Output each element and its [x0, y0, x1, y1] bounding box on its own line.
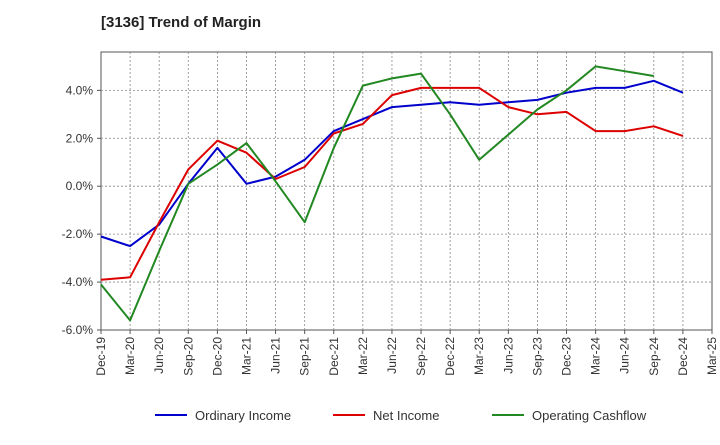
legend-label: Net Income [373, 408, 439, 423]
y-tick-label: -4.0% [62, 275, 94, 289]
x-tick-label: Dec-20 [210, 337, 224, 376]
x-tick-label: Dec-19 [94, 337, 108, 376]
plot-area [100, 51, 713, 331]
x-tick-label: Sep-23 [530, 337, 544, 376]
x-tick-label: Mar-23 [472, 337, 486, 375]
series-line-net-income [100, 86, 684, 281]
x-tick-label: Jun-23 [501, 337, 515, 374]
x-tick-label: Jun-20 [152, 337, 166, 374]
series-line-ordinary-income [100, 79, 684, 248]
y-tick-label: 4.0% [66, 83, 94, 97]
x-tick-label: Dec-21 [327, 337, 341, 376]
x-tick-label: Sep-21 [298, 337, 312, 376]
y-tick-label: 0.0% [66, 179, 94, 193]
x-tick-label: Mar-20 [123, 337, 137, 375]
x-tick-label: Jun-21 [269, 337, 283, 374]
x-tick-label: Sep-20 [181, 337, 195, 376]
x-tick-label: Mar-22 [356, 337, 370, 375]
y-tick-label: -6.0% [62, 323, 94, 337]
x-tick-label: Mar-25 [705, 337, 719, 375]
x-tick-label: Dec-22 [443, 337, 457, 376]
chart-title: [3136] Trend of Margin [101, 14, 262, 31]
legend-label: Ordinary Income [195, 408, 291, 423]
x-tick-label: Jun-24 [618, 337, 632, 374]
x-tick-label: Sep-24 [647, 337, 661, 376]
legend-label: Operating Cashflow [532, 408, 647, 423]
x-tick-label: Jun-22 [385, 337, 399, 374]
x-tick-label: Dec-23 [560, 337, 574, 376]
x-tick-label: Sep-22 [414, 337, 428, 376]
x-tick-label: Dec-24 [676, 337, 690, 376]
x-tick-label: Mar-21 [239, 337, 253, 375]
y-tick-label: -2.0% [62, 227, 94, 241]
series-line-operating-cashflow [100, 65, 654, 322]
x-tick-label: Mar-24 [589, 337, 603, 375]
y-tick-label: 2.0% [66, 131, 94, 145]
